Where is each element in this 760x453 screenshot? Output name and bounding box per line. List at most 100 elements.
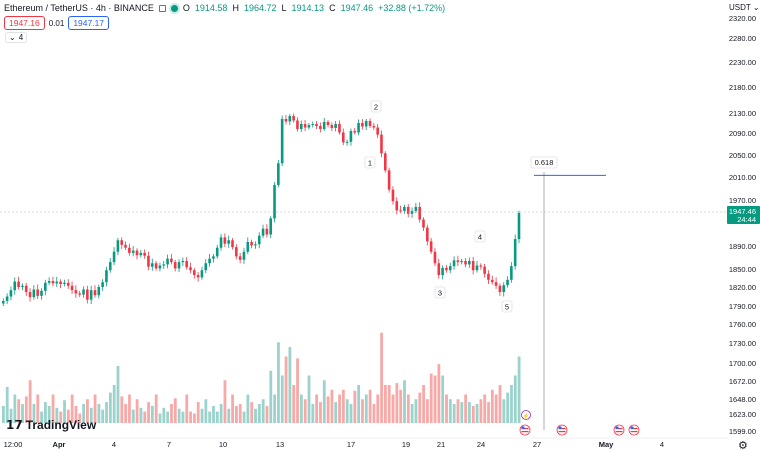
candle	[170, 258, 173, 263]
volume-bar	[128, 394, 131, 423]
candle	[326, 122, 330, 125]
countdown-label: 24:44	[737, 215, 756, 224]
volume-bar	[215, 411, 219, 423]
x-tick-label: 17	[347, 440, 355, 449]
candle	[36, 289, 39, 296]
volume-bar	[494, 394, 498, 423]
y-tick-label: 2230.00	[729, 58, 756, 67]
volume-bar	[498, 385, 502, 423]
candle	[502, 285, 506, 293]
sell-button[interactable]: 1947.16	[4, 16, 45, 30]
x-tick-label: 12:00	[4, 440, 23, 449]
indicators-toggle[interactable]: ⌄ 4	[5, 32, 28, 43]
volume-bar	[21, 404, 24, 423]
wave-label-box	[474, 230, 486, 243]
brand-name: TradingView	[25, 418, 97, 432]
candle	[296, 120, 299, 129]
volume-bar	[330, 389, 334, 423]
x-tick-label: 27	[533, 440, 541, 449]
candle	[498, 285, 502, 293]
candle	[70, 285, 74, 291]
candle	[44, 282, 47, 291]
currency-selector[interactable]: USDT ⌄	[729, 3, 760, 12]
candle	[13, 281, 17, 291]
x-tick-label: May	[599, 440, 614, 449]
buy-button[interactable]: 1947.17	[68, 16, 110, 30]
us-flag-icon	[519, 424, 531, 436]
candle	[181, 260, 185, 263]
x-tick-label: 4	[112, 440, 116, 449]
volume-bar	[341, 389, 345, 423]
candle	[78, 293, 81, 295]
settings-gear-icon[interactable]: ⚙	[738, 440, 748, 452]
volume-bar	[2, 405, 5, 423]
volume-bar	[66, 409, 70, 423]
candle	[338, 124, 341, 133]
currency-label: USDT	[729, 3, 751, 12]
y-tick-label: 2010.00	[729, 173, 756, 182]
volume-bar	[361, 399, 364, 423]
candle	[196, 275, 200, 278]
wave-label: 2	[374, 103, 378, 112]
candle	[345, 141, 349, 143]
volume-bar	[143, 411, 147, 423]
volume-bar	[108, 392, 112, 423]
volume-bar	[265, 405, 269, 423]
volume-bar	[468, 402, 471, 423]
volume-bar	[139, 407, 143, 423]
candle	[277, 163, 280, 186]
y-tick-label: 1790.00	[729, 302, 756, 311]
candle	[32, 289, 36, 298]
volume-bar	[162, 407, 166, 423]
flag-canton	[630, 426, 634, 429]
volume-bar	[349, 404, 353, 423]
volume-bar	[97, 404, 101, 423]
candle	[2, 300, 5, 304]
candle	[510, 266, 513, 280]
volume-bar	[322, 380, 326, 423]
volume-bar	[181, 411, 185, 423]
candle	[204, 263, 208, 271]
candle	[265, 228, 269, 235]
candle	[124, 244, 127, 248]
visibility-icon[interactable]	[158, 4, 166, 12]
volume-bar	[177, 408, 181, 423]
candle	[238, 256, 242, 260]
candle	[120, 240, 124, 245]
volume-bar	[277, 342, 280, 423]
candle	[212, 256, 215, 259]
volume-bar	[147, 402, 150, 423]
volume-bar	[345, 399, 349, 423]
brand-logo[interactable]: 𝟭𝟳 TradingView	[6, 418, 96, 432]
candle	[51, 281, 55, 284]
y-tick-label: 1672.00	[729, 377, 756, 386]
lightning-glyph: ⚡	[522, 412, 529, 420]
volume-bar	[299, 394, 303, 423]
candle	[166, 258, 169, 265]
candle	[150, 263, 154, 267]
candle	[372, 126, 376, 128]
volume-bar	[242, 411, 246, 423]
candle	[89, 290, 93, 300]
candle	[108, 262, 112, 271]
flag-stripe	[615, 428, 623, 430]
volume-bar	[403, 380, 406, 423]
us-flag-icon	[556, 424, 568, 436]
volume-bar	[44, 402, 47, 423]
candle	[399, 210, 402, 212]
volume-bar	[86, 399, 89, 423]
volume-bar	[59, 411, 63, 423]
volume-bar	[288, 347, 292, 423]
axes-layer: 2320.00 2280.00 2230.00 2180.00 2130.00 2090.…	[0, 14, 760, 449]
volume-bar	[445, 394, 448, 423]
volume-bar	[334, 402, 338, 423]
candle	[376, 127, 379, 135]
candle	[47, 281, 51, 283]
volume-bar	[273, 394, 277, 423]
volume-bar	[456, 399, 460, 423]
volume-bar	[399, 389, 403, 423]
flag-stripe	[630, 428, 638, 430]
volume-bar	[338, 394, 341, 423]
symbol-title[interactable]: Ethereum / TetherUS · 4h · BINANCE	[4, 3, 154, 13]
